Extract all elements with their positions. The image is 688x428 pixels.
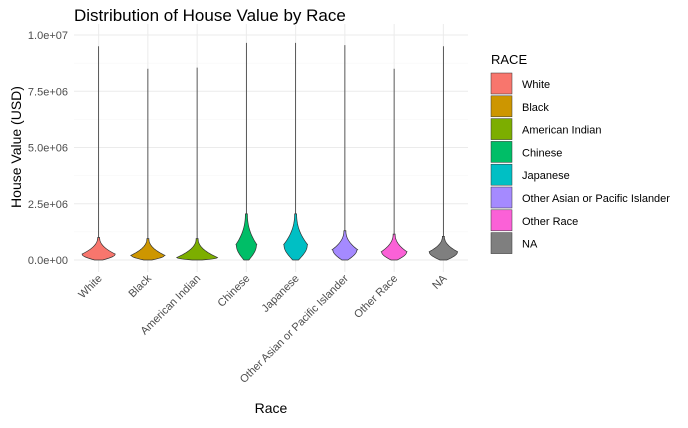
legend-key (490, 163, 513, 186)
y-axis-title: House Value (USD) (8, 86, 24, 208)
violin-body (81, 237, 116, 261)
legend-key (490, 232, 513, 254)
violin-white (81, 46, 116, 261)
x-tick-label: Black (126, 272, 154, 300)
x-tick-label: Chinese (215, 273, 252, 310)
legend-key (490, 95, 513, 118)
legend-key (490, 118, 513, 140)
violin-american-indian (175, 67, 219, 261)
legend-label: Japanese (522, 170, 570, 182)
y-tick-label: 1.0e+07 (28, 30, 68, 42)
violin-body (235, 213, 258, 261)
y-axis-ticks: 0.0e+00 2.5e+06 5.0e+06 7.5e+06 1.0e+07 (28, 30, 68, 267)
violin-body (129, 238, 166, 261)
violin-body (380, 233, 408, 261)
x-tick-label: Other Asian or Pacific Islander (238, 272, 351, 385)
violin-na (428, 46, 459, 261)
violin-body (331, 230, 359, 261)
x-tick-label: Other Race (352, 273, 400, 321)
violin-japanese (283, 42, 309, 261)
legend-key (490, 141, 513, 163)
legend-label: American Indian (522, 125, 602, 137)
violin-chinese (235, 42, 258, 261)
y-tick-label: 5.0e+06 (28, 143, 68, 155)
violin-body (283, 213, 309, 261)
x-axis-title: Race (255, 400, 288, 416)
chart-title: Distribution of House Value by Race (74, 6, 346, 25)
grid (74, 24, 468, 272)
violin-body (175, 238, 219, 261)
y-tick-label: 0.0e+00 (28, 255, 68, 267)
legend-key (490, 209, 513, 232)
y-tick-label: 7.5e+06 (28, 86, 68, 98)
legend-label: White (522, 79, 550, 91)
legend-label: Chinese (522, 147, 562, 159)
legend-key (490, 186, 513, 209)
y-tick-label: 2.5e+06 (28, 199, 68, 211)
legend-label: Black (522, 102, 549, 114)
legend-label: Other Race (522, 216, 578, 228)
legend-label: Other Asian or Pacific Islander (522, 193, 670, 205)
legend-key (490, 72, 513, 95)
legend-title: RACE (491, 52, 527, 67)
violin-body (428, 236, 459, 261)
legend: RACE White Black American Indian Chinese Jap… (490, 52, 670, 254)
legend-label: NA (522, 239, 538, 251)
violin-black (129, 68, 166, 261)
x-tick-label: Japanese (260, 273, 302, 315)
violins (81, 42, 459, 261)
x-tick-label: White (76, 273, 104, 301)
violin-other-asian-or-pacific-islander (331, 45, 359, 261)
violin-other-race (380, 68, 408, 261)
x-tick-label: NA (430, 272, 450, 292)
